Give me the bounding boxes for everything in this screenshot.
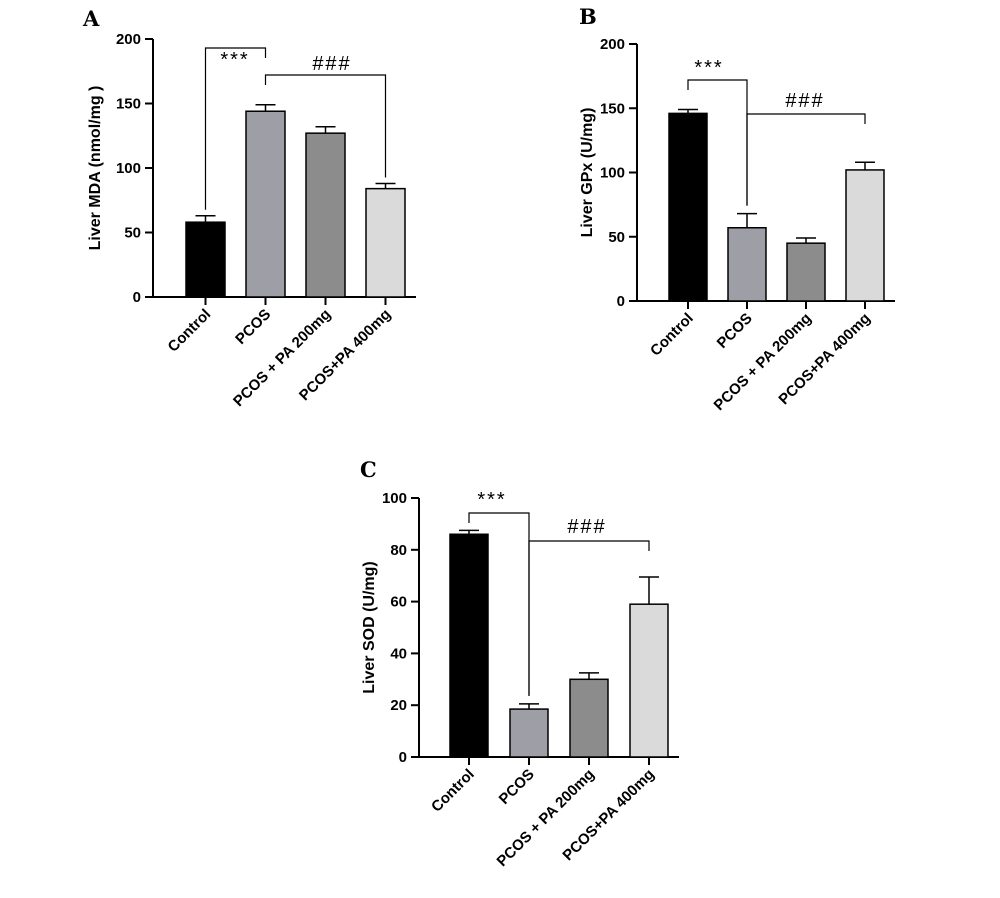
y-tick-label: 50 (124, 225, 141, 242)
y-axis-label: Liver SOD (U/mg) (361, 561, 378, 693)
category-label: Control (647, 310, 697, 360)
y-tick-label: 0 (133, 289, 141, 306)
y-tick-label: 100 (382, 490, 407, 507)
y-tick-label: 60 (390, 594, 407, 611)
panel-letter-b: B (579, 4, 597, 29)
y-tick-label: 40 (390, 645, 407, 662)
bar-1 (245, 110, 286, 298)
category-label: PCOS + PA 200mg (711, 310, 815, 414)
bar-2 (786, 242, 826, 302)
bar-3 (365, 187, 406, 298)
y-tick-label: 150 (600, 100, 625, 117)
significance-label: *** (477, 489, 506, 511)
significance-bracket (528, 540, 650, 696)
significance-label: ### (312, 53, 351, 75)
significance-bracket (264, 74, 387, 178)
significance-label: *** (694, 57, 723, 79)
panel-letter-a: A (82, 6, 100, 31)
y-tick-label: 20 (390, 697, 407, 714)
y-tick-label: 100 (116, 160, 141, 177)
bar-2 (305, 132, 346, 298)
bar-3 (845, 169, 885, 302)
significance-bracket (746, 113, 866, 206)
y-tick-label: 100 (600, 165, 625, 182)
bar-1 (727, 227, 767, 302)
category-label: Control (428, 766, 478, 816)
y-tick-label: 80 (390, 542, 407, 559)
y-tick-label: 50 (608, 229, 625, 246)
bar-2 (569, 678, 609, 758)
y-tick-label: 0 (399, 749, 407, 766)
y-tick-label: 200 (116, 31, 141, 48)
significance-label: *** (220, 49, 249, 71)
category-label: PCOS (232, 306, 274, 348)
y-axis-label: Liver GPx (U/mg) (579, 108, 596, 238)
bar-0 (449, 533, 489, 758)
significance-bracket (204, 47, 267, 210)
category-label: PCOS (496, 766, 538, 808)
y-tick-label: 200 (600, 36, 625, 53)
significance-label: ### (567, 516, 606, 538)
bar-0 (185, 221, 226, 298)
y-tick-label: 0 (617, 293, 625, 310)
bar-1 (509, 708, 549, 758)
panel-letter-c: C (360, 457, 377, 482)
bar-3 (629, 603, 669, 758)
bar-0 (668, 112, 708, 302)
category-label: PCOS (714, 310, 756, 352)
y-tick-label: 150 (116, 96, 141, 113)
y-axis-label: Liver MDA (nmol/mg ) (87, 86, 104, 251)
significance-label: ### (785, 90, 824, 112)
category-label: Control (165, 306, 215, 356)
